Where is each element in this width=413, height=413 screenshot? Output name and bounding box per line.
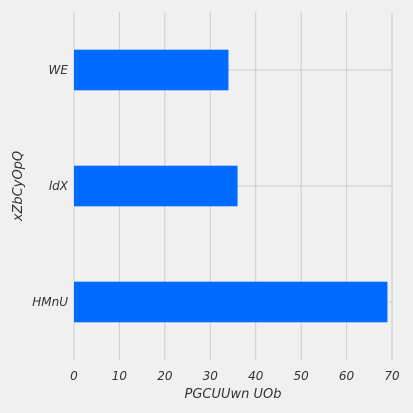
x-tick-label: 60 — [339, 369, 355, 383]
x-tick-label: 70 — [384, 369, 400, 383]
x-tick-label: 30 — [203, 369, 219, 383]
x-tick-label: 0 — [70, 369, 78, 383]
bars — [74, 49, 388, 323]
x-tick-label: 40 — [248, 369, 264, 383]
y-tick-label: ldX — [49, 179, 69, 193]
y-tick-label: WE — [49, 63, 69, 77]
y-tick-label: HMnU — [32, 295, 68, 309]
y-axis-title: xZbCyOpQ — [11, 151, 26, 222]
x-tick-labels: 0 10 20 30 40 50 60 70 — [70, 369, 400, 383]
x-axis-title: PGCUUwn UOb — [184, 387, 281, 402]
x-tick-label: 10 — [112, 369, 128, 383]
bar — [74, 281, 388, 323]
bar — [74, 165, 238, 207]
y-tick-labels: WE ldX HMnU — [32, 63, 69, 309]
x-tick-label: 20 — [157, 369, 173, 383]
bar — [74, 49, 229, 91]
x-tick-label: 50 — [294, 369, 310, 383]
